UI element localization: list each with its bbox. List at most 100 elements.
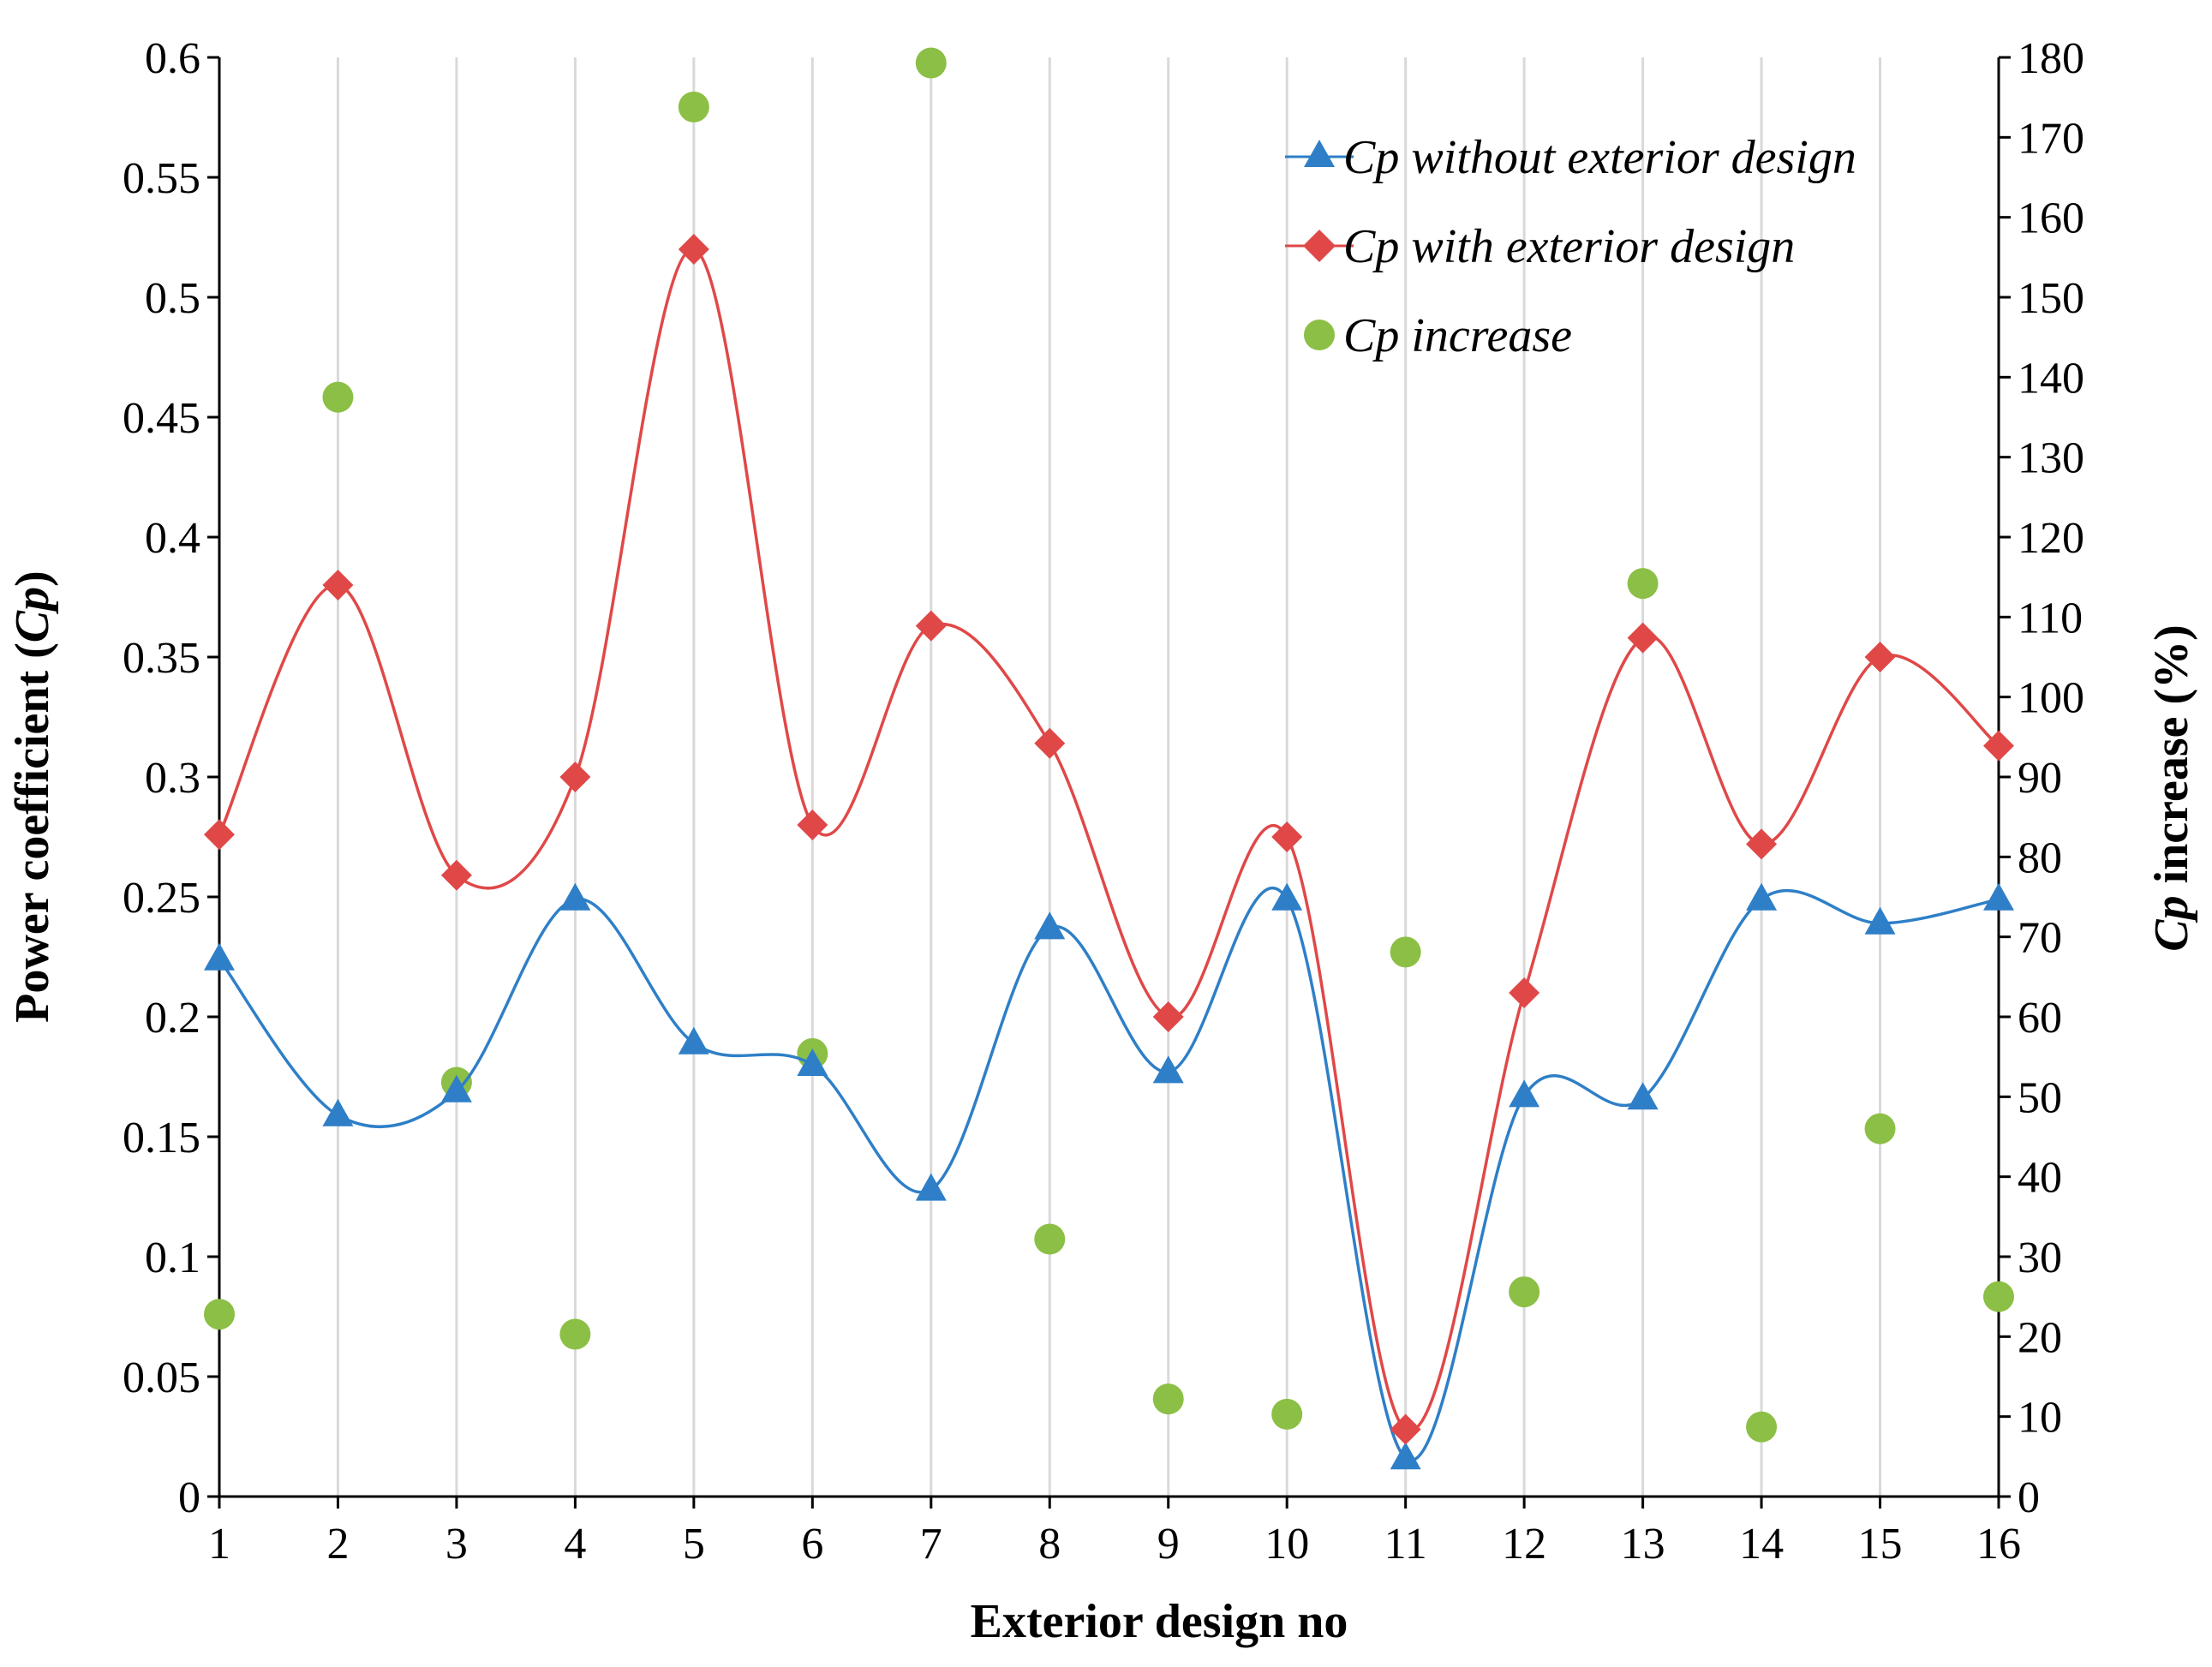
x-tick-label: 4 <box>564 1520 586 1568</box>
x-tick-label: 3 <box>445 1520 468 1568</box>
legend-triangle-icon <box>1304 140 1335 167</box>
triangle-marker-6 <box>797 1049 828 1076</box>
y2-tick-label: 140 <box>2018 354 2084 403</box>
x-tick-label: 8 <box>1038 1520 1061 1568</box>
x-tick-label: 6 <box>801 1520 823 1568</box>
triangle-marker-5 <box>678 1026 709 1055</box>
circle-marker-10 <box>1271 1398 1303 1430</box>
y-tick-label: 0 <box>178 1473 200 1522</box>
triangle-marker-9 <box>1152 1055 1184 1084</box>
y-tick-label: 0.3 <box>145 754 200 803</box>
diamond-marker-9 <box>1152 1001 1184 1032</box>
legend-label-with-design: Cp with exterior design <box>1343 220 1795 273</box>
circle-marker-2 <box>322 381 354 413</box>
circle-marker-15 <box>1864 1113 1896 1144</box>
y-tick-label: 0.35 <box>123 634 200 683</box>
y-axis-title-part-3: ) <box>6 571 59 587</box>
y-tick-label: 0.2 <box>145 994 200 1043</box>
legend-item-increase: Cp increase <box>1304 309 1572 362</box>
y-tick-label: 0.1 <box>145 1234 200 1282</box>
series-cp-without-exterior-design <box>204 882 2014 1470</box>
legend: Cp without exterior design Cp with exter… <box>1285 131 1856 362</box>
x-tick-label: 14 <box>1739 1520 1784 1568</box>
triangle-marker-13 <box>1627 1082 1659 1110</box>
x-axis-title: Exterior design no <box>971 1595 1348 1648</box>
triangle-marker-8 <box>1034 911 1066 940</box>
diamond-marker-4 <box>559 762 591 792</box>
y2-axis-title: Cp increase (%) <box>2145 624 2198 952</box>
triangle-marker-2 <box>322 1098 354 1126</box>
x-tick-label: 12 <box>1502 1520 1546 1568</box>
y-tick-label: 0.25 <box>123 874 200 923</box>
y-tick-label: 0.15 <box>123 1114 200 1162</box>
diamond-marker-1 <box>204 819 235 851</box>
diamond-marker-16 <box>1983 730 2014 762</box>
series-layer <box>204 47 2014 1470</box>
diamond-marker-11 <box>1390 1413 1421 1445</box>
y-tick-label: 0.6 <box>145 34 200 83</box>
y-axis-title: Power coefficient (Cp) <box>6 571 59 1023</box>
y-tick-label: 0.55 <box>123 154 200 203</box>
diamond-marker-15 <box>1864 642 1896 672</box>
y2-tick-label: 120 <box>2018 514 2084 563</box>
y-axis-title-part-1: Power coefficient ( <box>6 642 59 1023</box>
x-tick-label: 16 <box>1976 1520 2021 1568</box>
circle-marker-1 <box>204 1299 235 1330</box>
y2-tick-label: 180 <box>2018 34 2084 83</box>
axes: 0 0.05 0.1 0.15 0.2 0.25 0.3 0.35 0.4 0.45 0.5 0.55… <box>123 34 2084 1568</box>
y2-tick-label: 20 <box>2018 1313 2062 1362</box>
diamond-marker-12 <box>1509 977 1540 1008</box>
legend-item-without-design: Cp without exterior design <box>1285 131 1856 184</box>
legend-label-increase: Cp increase <box>1343 309 1572 362</box>
triangle-marker-15 <box>1864 906 1896 935</box>
y2-axis-title-part-1: Cp <box>2145 895 2198 951</box>
y-tick-label: 0.05 <box>123 1353 200 1402</box>
circle-marker-7 <box>915 47 947 79</box>
y2-tick-label: 60 <box>2018 994 2062 1043</box>
triangle-marker-3 <box>440 1074 472 1102</box>
y2-tick-label: 160 <box>2018 194 2084 243</box>
y2-tick-label: 70 <box>2018 914 2062 963</box>
x-tick-label: 9 <box>1157 1520 1180 1568</box>
triangle-marker-16 <box>1983 882 2014 911</box>
diamond-marker-7 <box>915 610 947 642</box>
x-tick-label: 11 <box>1384 1520 1427 1568</box>
series-cp-with-exterior-design <box>204 234 2014 1445</box>
y2-axis-title-part-2: increase (%) <box>2145 624 2198 895</box>
legend-label-without-design: Cp without exterior design <box>1343 131 1856 184</box>
x-tick-label: 15 <box>1858 1520 1903 1568</box>
y2-tick-label: 10 <box>2018 1394 2062 1443</box>
y2-tick-label: 80 <box>2018 834 2062 882</box>
y2-tick-label: 30 <box>2018 1234 2062 1282</box>
circle-marker-9 <box>1152 1383 1184 1415</box>
circle-marker-13 <box>1627 568 1659 600</box>
circle-marker-14 <box>1746 1411 1778 1443</box>
legend-circle-icon <box>1304 320 1335 350</box>
diamond-marker-10 <box>1271 822 1303 852</box>
y2-tick-label: 170 <box>2018 114 2084 163</box>
triangle-marker-10 <box>1271 882 1303 911</box>
y-tick-label: 0.45 <box>123 394 200 443</box>
diamond-marker-2 <box>322 570 354 600</box>
diamond-marker-6 <box>797 810 828 840</box>
diamond-marker-3 <box>440 859 472 891</box>
circle-marker-16 <box>1983 1281 2014 1312</box>
y2-tick-label: 50 <box>2018 1073 2062 1122</box>
triangle-marker-4 <box>559 882 591 911</box>
diamond-marker-8 <box>1034 727 1066 759</box>
diamond-marker-13 <box>1627 622 1659 654</box>
x-tick-label: 2 <box>326 1520 349 1568</box>
diamond-marker-5 <box>678 234 709 265</box>
x-tick-label: 5 <box>683 1520 705 1568</box>
y2-tick-label: 100 <box>2018 674 2084 723</box>
triangle-marker-1 <box>204 942 235 971</box>
triangle-marker-11 <box>1390 1442 1421 1470</box>
y-axis-title-part-2: Cp <box>6 587 59 642</box>
legend-diamond-icon <box>1303 230 1336 262</box>
y2-tick-label: 40 <box>2018 1154 2062 1203</box>
x-tick-label: 7 <box>920 1520 942 1568</box>
legend-item-with-design: Cp with exterior design <box>1285 220 1795 273</box>
circle-marker-8 <box>1034 1223 1066 1255</box>
